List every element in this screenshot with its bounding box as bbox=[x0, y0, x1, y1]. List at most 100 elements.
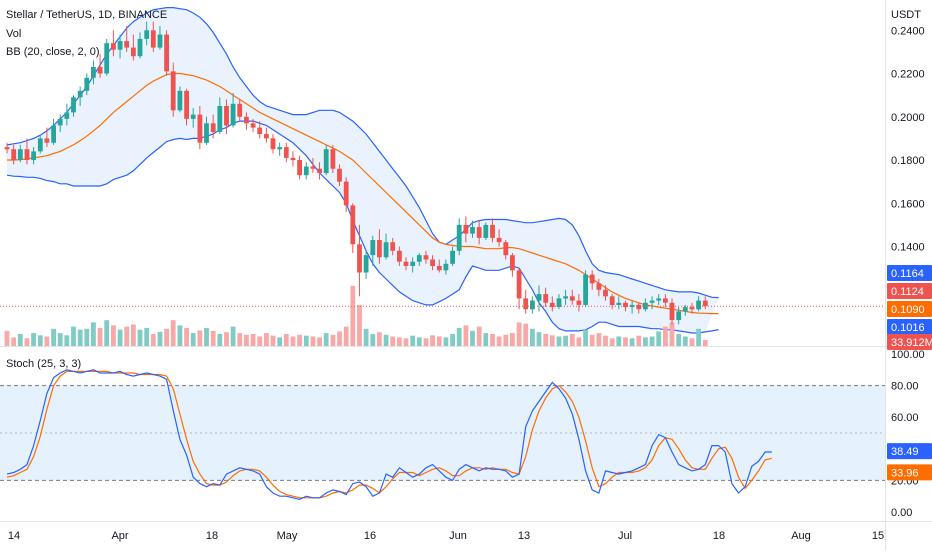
candle[interactable] bbox=[250, 118, 256, 132]
candle[interactable] bbox=[669, 298, 675, 325]
candle[interactable] bbox=[184, 88, 189, 126]
candle[interactable] bbox=[217, 97, 223, 135]
candle[interactable] bbox=[536, 285, 542, 312]
candle[interactable] bbox=[264, 127, 269, 143]
candle[interactable] bbox=[483, 222, 489, 240]
candle[interactable] bbox=[463, 216, 469, 243]
candle[interactable] bbox=[616, 296, 622, 310]
candle[interactable] bbox=[37, 136, 43, 154]
candle[interactable] bbox=[137, 32, 143, 59]
candle[interactable] bbox=[363, 250, 369, 279]
candle[interactable] bbox=[357, 224, 362, 297]
candle[interactable] bbox=[77, 86, 83, 107]
candle[interactable] bbox=[450, 246, 455, 267]
candle[interactable] bbox=[310, 157, 316, 173]
candle[interactable] bbox=[270, 134, 276, 154]
candle[interactable] bbox=[496, 229, 502, 247]
candlesticks[interactable] bbox=[4, 21, 708, 325]
candle[interactable] bbox=[124, 26, 130, 52]
candle[interactable] bbox=[230, 93, 236, 128]
candle[interactable] bbox=[24, 138, 30, 165]
candle[interactable] bbox=[436, 259, 442, 273]
candle[interactable] bbox=[337, 164, 342, 186]
candle[interactable] bbox=[157, 26, 163, 50]
candle[interactable] bbox=[210, 114, 216, 139]
candle[interactable] bbox=[603, 285, 608, 301]
candle[interactable] bbox=[682, 304, 688, 316]
candle[interactable] bbox=[64, 103, 70, 126]
candle[interactable] bbox=[17, 144, 23, 163]
candle[interactable] bbox=[350, 203, 356, 253]
candle[interactable] bbox=[503, 240, 509, 260]
candle[interactable] bbox=[549, 296, 555, 312]
candle[interactable] bbox=[490, 218, 495, 243]
candle[interactable] bbox=[330, 144, 336, 173]
candle[interactable] bbox=[470, 220, 475, 238]
candle[interactable] bbox=[410, 257, 416, 273]
candle[interactable] bbox=[84, 73, 90, 96]
candle[interactable] bbox=[416, 253, 422, 266]
candle[interactable] bbox=[104, 38, 110, 76]
candle[interactable] bbox=[224, 99, 229, 135]
candle[interactable] bbox=[297, 155, 302, 180]
candle[interactable] bbox=[629, 300, 635, 314]
candle[interactable] bbox=[576, 294, 582, 312]
candle[interactable] bbox=[377, 229, 382, 264]
candle[interactable] bbox=[523, 289, 529, 314]
candle[interactable] bbox=[476, 220, 482, 245]
candle[interactable] bbox=[403, 257, 409, 271]
candle[interactable] bbox=[702, 296, 708, 310]
candle[interactable] bbox=[569, 289, 575, 305]
candle[interactable] bbox=[323, 144, 329, 176]
candle[interactable] bbox=[164, 30, 169, 76]
candle[interactable] bbox=[589, 270, 595, 290]
candle[interactable] bbox=[277, 142, 283, 156]
candle[interactable] bbox=[430, 255, 435, 271]
candle[interactable] bbox=[343, 177, 349, 212]
candle[interactable] bbox=[383, 233, 389, 260]
candle[interactable] bbox=[530, 296, 535, 314]
candle[interactable] bbox=[177, 86, 183, 113]
candle[interactable] bbox=[516, 268, 522, 310]
candle[interactable] bbox=[649, 296, 655, 310]
candle[interactable] bbox=[656, 294, 662, 305]
candle[interactable] bbox=[244, 112, 249, 130]
candle[interactable] bbox=[51, 118, 56, 145]
candle[interactable] bbox=[370, 235, 376, 266]
candle[interactable] bbox=[390, 237, 396, 256]
candle[interactable] bbox=[71, 95, 76, 117]
candle[interactable] bbox=[563, 289, 568, 305]
candle[interactable] bbox=[91, 60, 96, 85]
candle[interactable] bbox=[204, 116, 209, 145]
candle[interactable] bbox=[11, 144, 17, 165]
candle[interactable] bbox=[303, 162, 309, 180]
candle[interactable] bbox=[290, 151, 296, 167]
candle[interactable] bbox=[190, 108, 196, 128]
candle[interactable] bbox=[397, 246, 402, 267]
candle[interactable] bbox=[676, 307, 682, 325]
candle[interactable] bbox=[144, 21, 150, 46]
candle[interactable] bbox=[44, 127, 50, 148]
candle[interactable] bbox=[689, 302, 695, 314]
candle[interactable] bbox=[4, 142, 10, 154]
candle[interactable] bbox=[623, 300, 628, 312]
candle[interactable] bbox=[170, 62, 176, 117]
candle[interactable] bbox=[283, 142, 289, 163]
candle[interactable] bbox=[596, 279, 602, 297]
candle[interactable] bbox=[663, 294, 668, 308]
candle[interactable] bbox=[97, 54, 103, 78]
candle[interactable] bbox=[583, 270, 588, 308]
candle[interactable] bbox=[197, 106, 203, 150]
candle[interactable] bbox=[456, 218, 462, 256]
candle[interactable] bbox=[111, 30, 116, 57]
candle[interactable] bbox=[696, 296, 701, 312]
candle[interactable] bbox=[57, 114, 63, 132]
candle[interactable] bbox=[257, 121, 263, 139]
candle[interactable] bbox=[543, 287, 549, 308]
candle[interactable] bbox=[510, 253, 515, 277]
candle[interactable] bbox=[443, 259, 449, 275]
candle[interactable] bbox=[237, 99, 243, 122]
candle[interactable] bbox=[636, 302, 642, 314]
